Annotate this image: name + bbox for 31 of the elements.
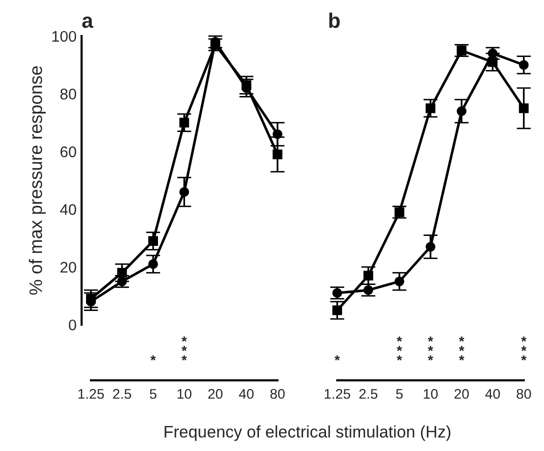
y-tick-label: 80: [60, 88, 76, 100]
x-tick-label: 2.5: [113, 388, 132, 399]
y-tick-label: 60: [60, 146, 76, 158]
x-tick-label: 10: [424, 388, 438, 399]
y-tick-label: 0: [68, 320, 76, 330]
x-tick-label: 5: [150, 389, 156, 399]
text: ***: [182, 336, 187, 361]
y-tick-label: 20: [60, 262, 76, 273]
x-tick-label: 20: [208, 388, 222, 399]
x-tick-label: 10: [178, 388, 192, 399]
text: *: [150, 355, 156, 361]
x-tick-label: 1.25: [78, 388, 104, 399]
y-axis-title: % of max pressure response: [28, 66, 46, 295]
x-tick-label: 20: [454, 388, 469, 399]
text: *: [334, 355, 340, 361]
x-tick-label: 80: [516, 388, 531, 399]
text: ***: [521, 336, 526, 361]
y-tick-label: 40: [60, 204, 76, 215]
x-tick-label: 1.25: [324, 388, 350, 399]
x-tick-label: 40: [485, 388, 500, 399]
x-tick-label: 40: [239, 388, 254, 399]
x-tick-label: 2.5: [359, 388, 378, 399]
text: ***: [396, 336, 402, 361]
y-tick-label: 100: [52, 30, 76, 42]
text: ***: [458, 336, 464, 361]
chart-title: b: [329, 12, 340, 28]
x-tick-label: 5: [396, 389, 403, 399]
text: ***: [428, 336, 434, 361]
x-axis-title: Frequency of electrical stimulation (Hz): [164, 425, 450, 441]
x-tick-label: 80: [270, 388, 285, 399]
chart-title: a: [82, 16, 94, 28]
